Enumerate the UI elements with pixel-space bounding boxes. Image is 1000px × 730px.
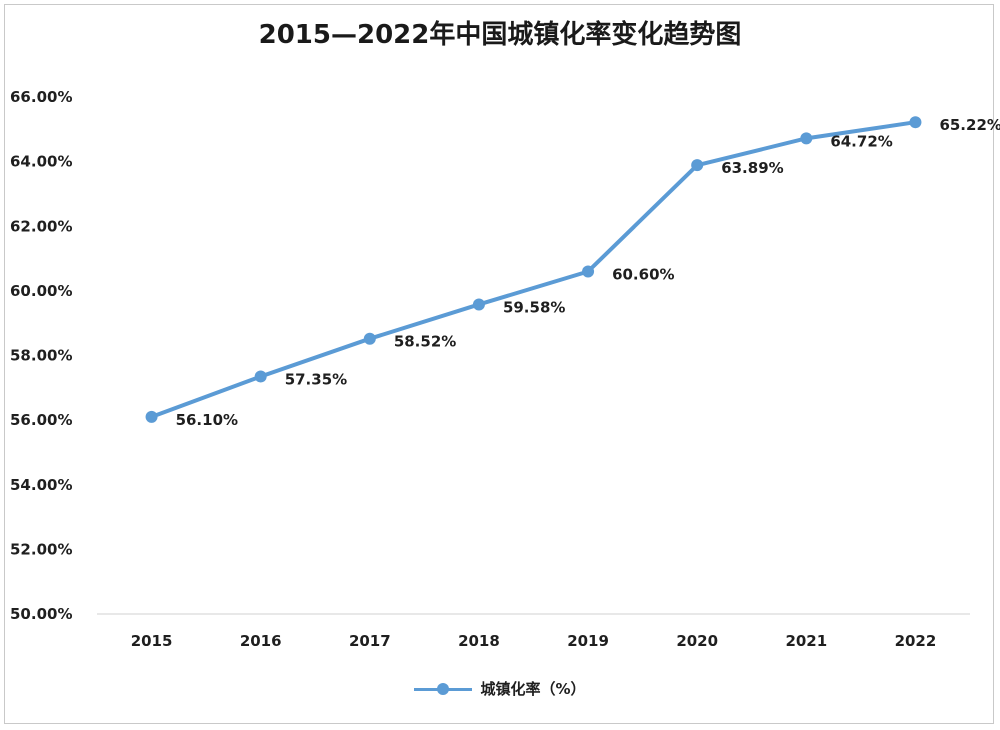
data-point — [472, 298, 485, 311]
y-tick-label: 64.00% — [10, 153, 72, 171]
x-tick-label: 2016 — [240, 632, 282, 650]
y-tick-label: 60.00% — [10, 282, 72, 300]
data-label: 56.10% — [176, 411, 238, 429]
data-point — [691, 159, 704, 172]
legend: 城镇化率（%） — [0, 678, 1000, 699]
y-tick-label: 56.00% — [10, 411, 72, 429]
data-label: 63.89% — [721, 159, 783, 177]
data-point — [363, 332, 376, 345]
data-label: 65.22% — [939, 116, 1000, 134]
x-tick-label: 2021 — [785, 632, 827, 650]
y-tick-label: 62.00% — [10, 217, 72, 235]
y-tick-label: 58.00% — [10, 347, 72, 365]
y-tick-label: 66.00% — [10, 88, 72, 106]
chart-frame — [4, 4, 994, 724]
y-tick-label: 52.00% — [10, 540, 72, 558]
data-label: 58.52% — [394, 333, 456, 351]
data-label: 60.60% — [612, 265, 674, 283]
x-axis: 2015 2016 2017 2018 2019 2020 2021 2022 — [97, 613, 970, 650]
plot-area: 56.10% 57.35% 58.52% 59.58% 60.60% 63.89% 64.7… — [145, 116, 1000, 429]
x-tick-label: 2018 — [458, 632, 500, 650]
y-axis: 50.00% 52.00% 54.00% 56.00% 58.00% 60.00% 62.0… — [10, 88, 72, 623]
data-point — [254, 370, 267, 383]
legend-line-marker-icon — [414, 682, 473, 696]
data-label: 57.35% — [285, 371, 347, 389]
series-line — [149, 120, 918, 419]
legend-label: 城镇化率（%） — [480, 680, 586, 698]
chart-title: 2015—2022年中国城镇化率变化趋势图 — [258, 20, 742, 50]
y-tick-label: 54.00% — [10, 476, 72, 494]
data-label: 59.58% — [503, 298, 565, 316]
x-tick-label: 2022 — [895, 632, 937, 650]
data-label: 64.72% — [830, 132, 892, 150]
data-point — [582, 265, 595, 278]
x-tick-label: 2015 — [131, 632, 173, 650]
x-tick-label: 2019 — [567, 632, 609, 650]
x-tick-label: 2017 — [349, 632, 391, 650]
data-point — [909, 116, 922, 129]
data-point — [145, 410, 158, 423]
data-point — [800, 132, 813, 145]
x-tick-label: 2020 — [676, 632, 718, 650]
y-tick-label: 50.00% — [10, 605, 72, 623]
